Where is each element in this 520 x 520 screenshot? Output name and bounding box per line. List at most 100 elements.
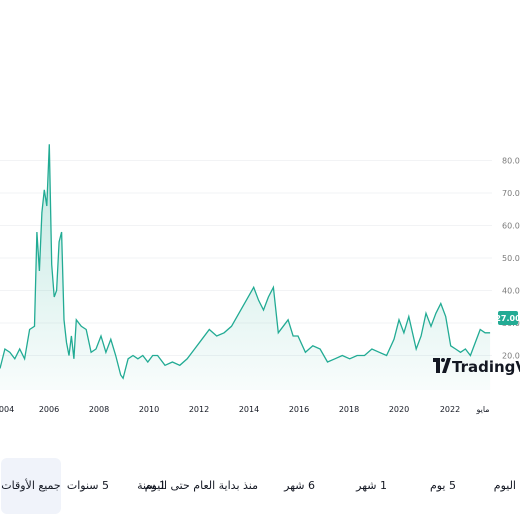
- data-point: [43, 189, 45, 191]
- x-tick-label: 2014: [239, 405, 259, 414]
- data-point: [208, 328, 210, 330]
- data-point: [186, 358, 188, 360]
- price-chart[interactable]: 20.0030.0040.0050.0060.0070.0080.00 2004…: [0, 0, 520, 455]
- range-button-ytd[interactable]: منذ بداية العام حتى اليوم: [144, 479, 258, 492]
- data-point: [9, 351, 11, 353]
- data-point: [46, 205, 48, 207]
- data-point: [223, 332, 225, 334]
- data-point: [464, 348, 466, 350]
- data-point: [267, 296, 269, 298]
- data-point: [156, 354, 158, 356]
- range-button-1m[interactable]: 1 شهر: [356, 479, 387, 492]
- data-point: [122, 377, 124, 379]
- data-point: [14, 358, 16, 360]
- data-point: [132, 354, 134, 356]
- data-point: [304, 351, 306, 353]
- grid: [0, 160, 492, 356]
- range-button-6m[interactable]: 6 شهر: [284, 479, 315, 492]
- data-point: [262, 309, 264, 311]
- data-point: [326, 361, 328, 363]
- data-point: [90, 351, 92, 353]
- data-point: [398, 319, 400, 321]
- data-point: [393, 338, 395, 340]
- data-point: [152, 354, 154, 356]
- data-point: [415, 348, 417, 350]
- tradingview-wordmark: TradingView: [452, 358, 520, 376]
- data-point: [48, 143, 50, 145]
- data-point: [403, 332, 405, 334]
- range-button-all[interactable]: جميع الأوقات: [1, 458, 61, 514]
- series-line: [0, 144, 491, 380]
- data-point: [297, 335, 299, 337]
- data-point: [38, 270, 40, 272]
- data-point: [356, 354, 358, 356]
- data-point: [85, 328, 87, 330]
- data-point: [459, 351, 461, 353]
- data-point: [408, 315, 410, 317]
- data-point: [115, 354, 117, 356]
- data-point: [41, 211, 43, 213]
- data-point: [142, 354, 144, 356]
- data-point: [216, 335, 218, 337]
- data-point: [378, 351, 380, 353]
- data-point: [28, 328, 30, 330]
- y-tick-label: 60.00: [502, 222, 520, 231]
- data-point: [420, 335, 422, 337]
- y-tick-label: 20.00: [502, 352, 520, 361]
- data-point: [193, 348, 195, 350]
- data-point: [272, 286, 274, 288]
- data-point: [147, 361, 149, 363]
- data-point: [282, 325, 284, 327]
- data-point: [120, 374, 122, 376]
- x-tick-label: 2008: [89, 405, 109, 414]
- data-point: [110, 338, 112, 340]
- data-point: [201, 338, 203, 340]
- data-point: [489, 332, 491, 334]
- price-label-bg: [498, 311, 518, 325]
- data-point: [319, 348, 321, 350]
- range-button-5y[interactable]: 5 سنوات: [66, 479, 109, 492]
- range-button-5d[interactable]: 5 يوم: [429, 479, 456, 492]
- data-point: [257, 299, 259, 301]
- x-tick-label: 2018: [339, 405, 359, 414]
- y-tick-label: 80.00: [502, 157, 520, 166]
- tradingview-logo[interactable]: TradingView: [433, 358, 520, 376]
- x-tick-label: مايو: [475, 405, 489, 414]
- data-point: [65, 341, 67, 343]
- price-label-text: 27.00: [495, 314, 520, 323]
- data-point: [238, 312, 240, 314]
- x-tick-label: 2004: [0, 405, 14, 414]
- range-button-1d[interactable]: اليوم: [493, 479, 516, 492]
- data-point: [55, 289, 57, 291]
- x-tick-label: 2006: [39, 405, 59, 414]
- range-button-1y[interactable]: 1 سنة: [137, 479, 166, 492]
- data-point: [385, 354, 387, 356]
- x-axis: 2004 2006 2008 2010 2012 2014 2016 2018 2020 2022…: [0, 405, 490, 414]
- data-point: [179, 364, 181, 366]
- data-point: [445, 315, 447, 317]
- data-point: [58, 241, 60, 243]
- time-range-bar: اليوم 5 يوم 1 شهر 6 شهر منذ بداية العام …: [0, 458, 520, 518]
- data-point: [51, 263, 53, 265]
- data-point: [53, 296, 55, 298]
- data-point: [435, 312, 437, 314]
- data-point: [105, 351, 107, 353]
- data-point: [127, 358, 129, 360]
- data-point: [73, 358, 75, 360]
- data-point: [19, 348, 21, 350]
- data-point: [292, 335, 294, 337]
- data-point: [60, 231, 62, 233]
- price-label: 27.00: [495, 311, 520, 325]
- data-point: [454, 348, 456, 350]
- data-point: [371, 348, 373, 350]
- data-point: [253, 286, 255, 288]
- data-point: [230, 325, 232, 327]
- data-point: [479, 328, 481, 330]
- data-point: [80, 325, 82, 327]
- series-area: [0, 144, 491, 390]
- data-point: [75, 319, 77, 321]
- data-point: [474, 341, 476, 343]
- data-point: [23, 358, 25, 360]
- x-tick-label: 2016: [289, 405, 309, 414]
- data-point: [164, 364, 166, 366]
